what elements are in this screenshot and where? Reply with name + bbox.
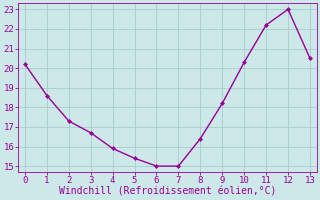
X-axis label: Windchill (Refroidissement éolien,°C): Windchill (Refroidissement éolien,°C) [59, 187, 276, 197]
